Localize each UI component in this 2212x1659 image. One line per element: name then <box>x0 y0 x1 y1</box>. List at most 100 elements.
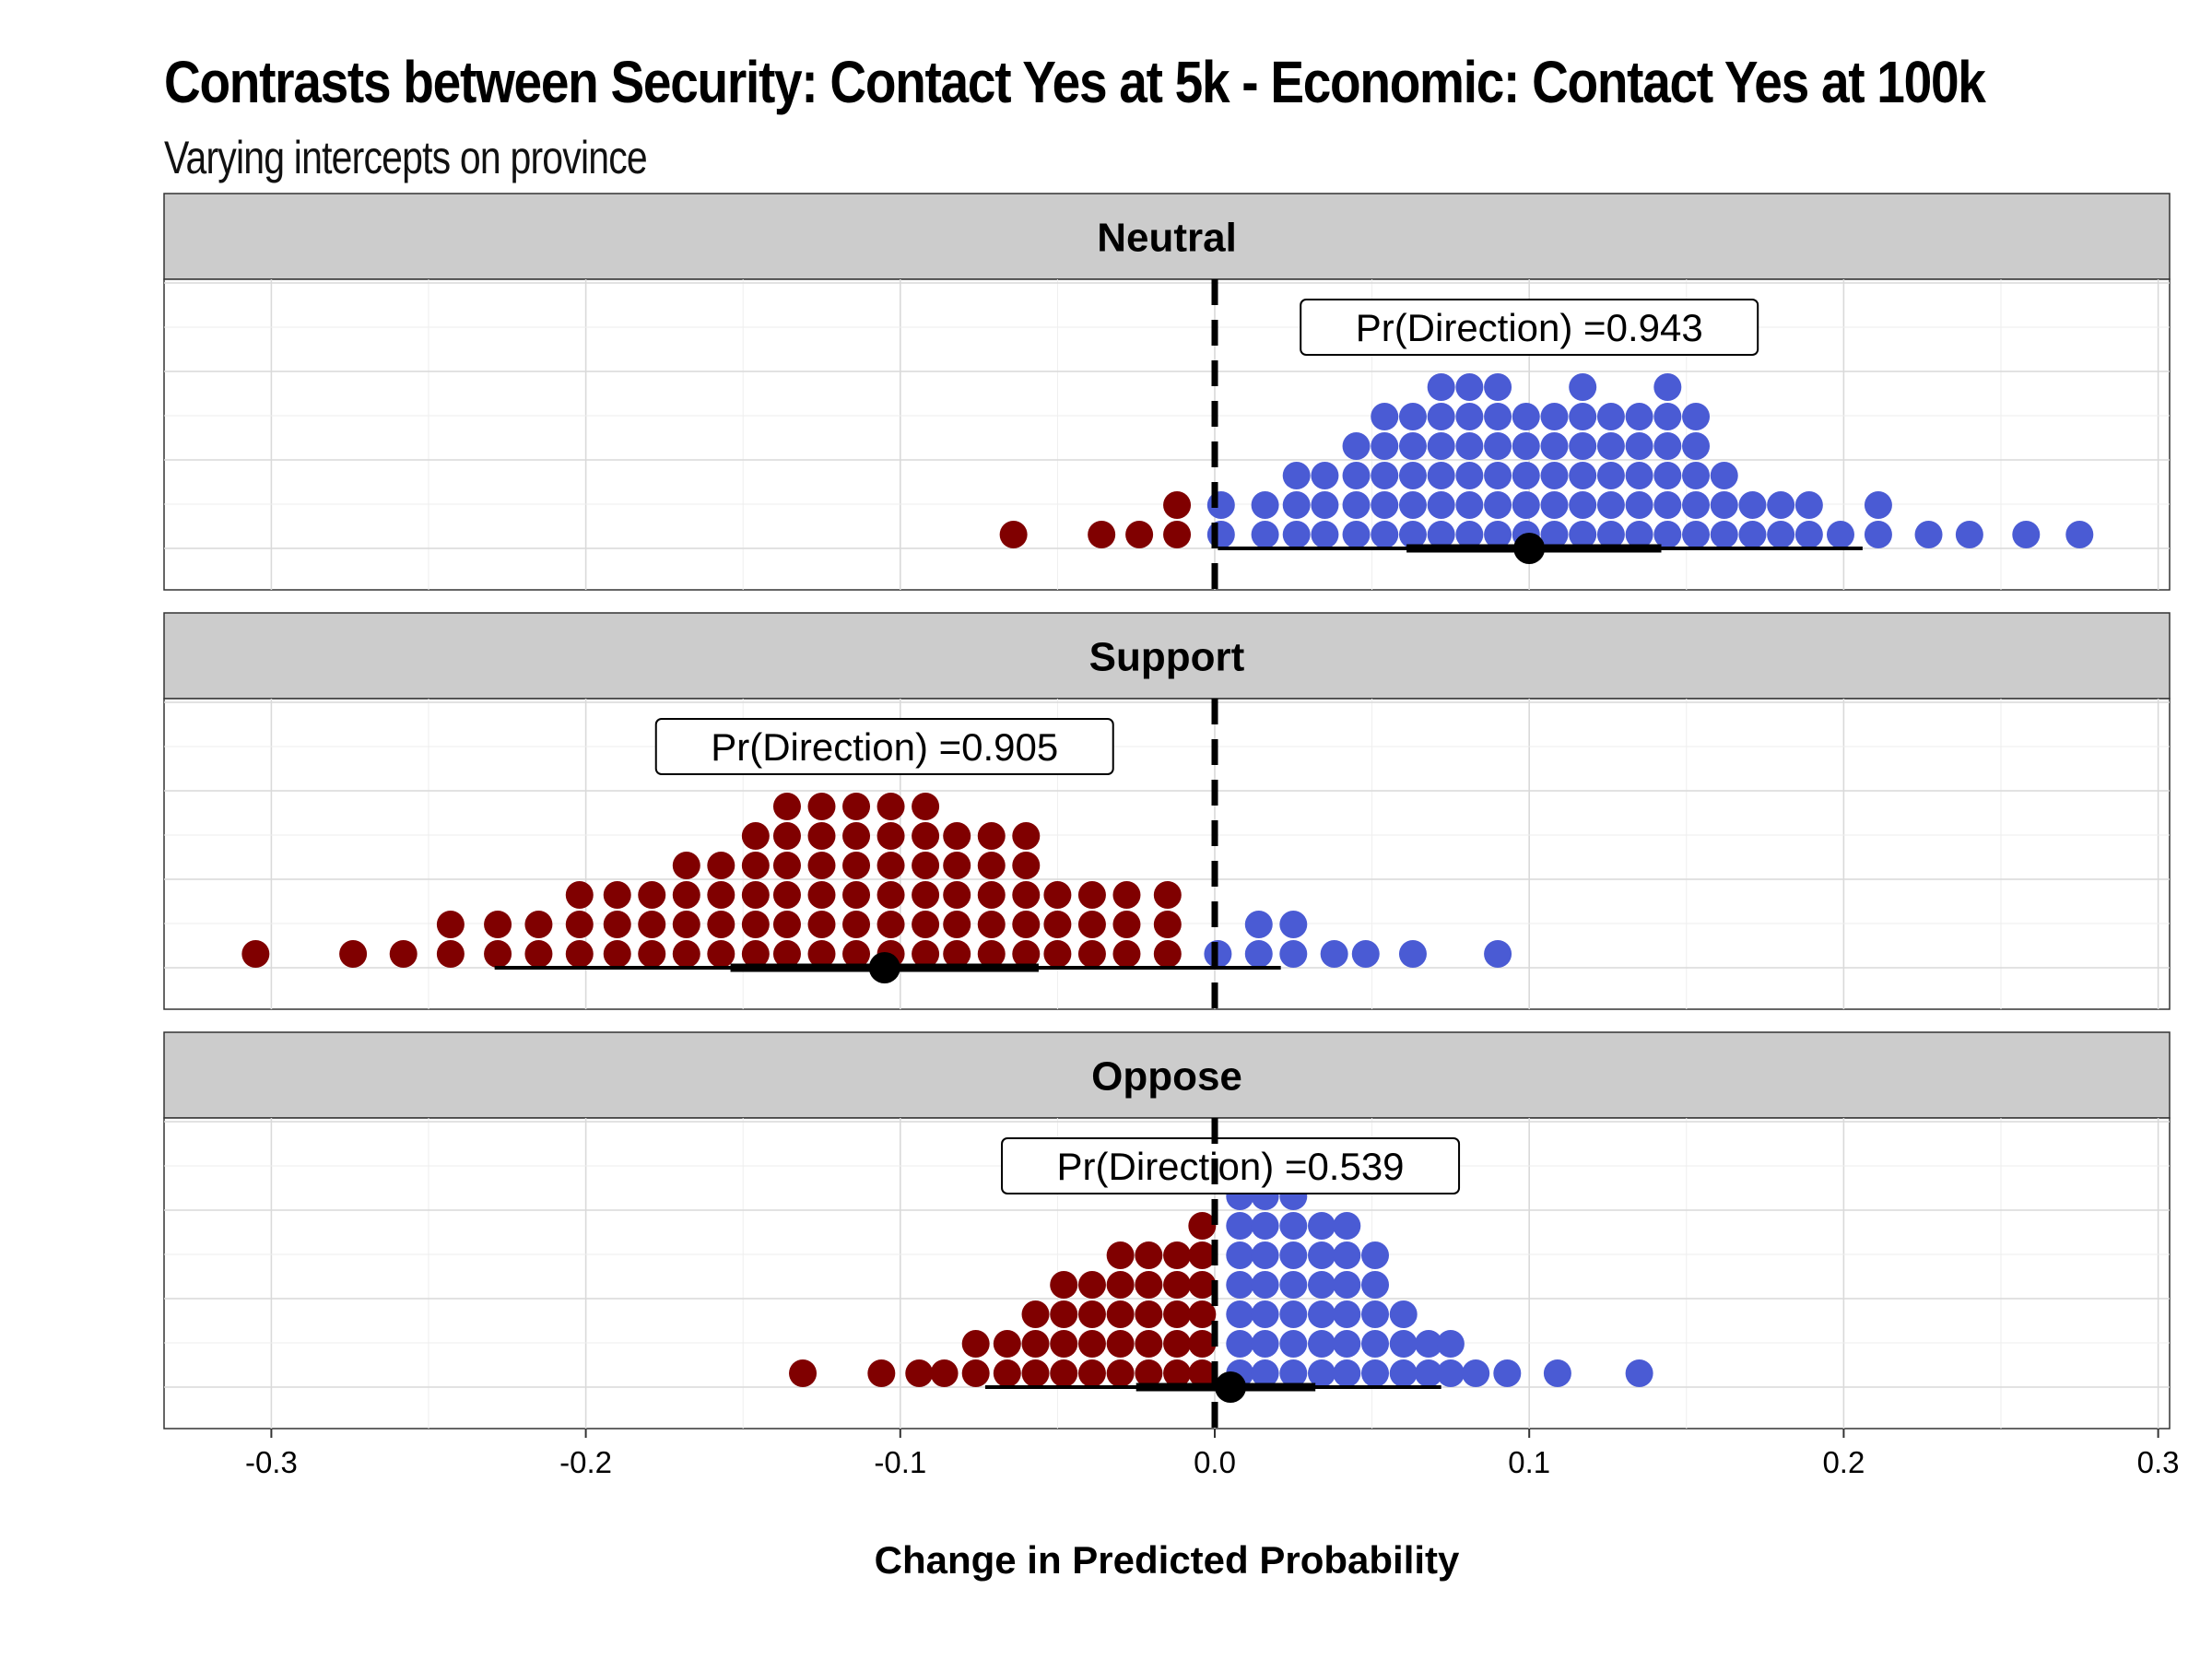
dot <box>1398 940 1427 968</box>
dot <box>1653 373 1682 401</box>
dot <box>1282 491 1311 519</box>
dot <box>1050 1300 1078 1328</box>
dot <box>1389 1330 1418 1358</box>
dot <box>1163 1271 1192 1299</box>
dot <box>1342 462 1371 489</box>
dot <box>1569 403 1597 430</box>
x-tick-label: -0.1 <box>874 1445 926 1479</box>
dot <box>1653 403 1682 430</box>
dot <box>1206 521 1235 548</box>
dot <box>993 1359 1021 1387</box>
dot <box>1371 462 1399 489</box>
dot <box>1596 432 1625 460</box>
chart-title: Contrasts between Security: Contact Yes … <box>164 49 1986 115</box>
dot <box>672 940 700 968</box>
dot <box>484 911 512 938</box>
dot <box>1244 940 1273 968</box>
dot <box>1279 1212 1308 1240</box>
dot <box>877 793 905 820</box>
dot <box>1436 1359 1465 1387</box>
dot <box>842 852 871 879</box>
dot <box>1398 432 1427 460</box>
dot <box>1653 521 1682 548</box>
dot <box>1251 1271 1279 1299</box>
dot <box>1279 1300 1308 1328</box>
dot <box>1226 1212 1254 1240</box>
point-estimate <box>868 952 900 983</box>
dot <box>1540 432 1569 460</box>
dot <box>1043 911 1072 938</box>
dot <box>1361 1300 1390 1328</box>
facet-neutral: Neutral Pr(Direction) =0.943 <box>163 193 2171 591</box>
dot <box>603 940 631 968</box>
dot <box>603 911 631 938</box>
dot <box>1738 521 1767 548</box>
dot <box>1361 1271 1390 1299</box>
dot <box>1021 1300 1050 1328</box>
dot <box>1427 521 1455 548</box>
dot <box>877 822 905 850</box>
dot <box>1682 491 1711 519</box>
dot <box>1251 1359 1279 1387</box>
dot <box>1455 521 1484 548</box>
dot <box>1484 462 1512 489</box>
dot <box>842 940 871 968</box>
dot <box>1279 940 1308 968</box>
dot <box>1398 403 1427 430</box>
dot <box>1021 1359 1050 1387</box>
dot <box>1436 1330 1465 1358</box>
dot <box>1135 1271 1163 1299</box>
dot <box>1710 462 1738 489</box>
dot <box>1226 1330 1254 1358</box>
dot <box>1398 462 1427 489</box>
dot <box>707 911 735 938</box>
dot <box>1106 1300 1135 1328</box>
dot <box>930 1359 959 1387</box>
dot <box>1361 1241 1390 1269</box>
dot <box>1682 462 1711 489</box>
dot <box>1043 940 1072 968</box>
facet-strip <box>163 612 2171 700</box>
x-tick-label: -0.2 <box>559 1445 612 1479</box>
dot <box>1188 1359 1217 1387</box>
dot <box>1540 521 1569 548</box>
dot <box>1427 403 1455 430</box>
dot <box>1540 462 1569 489</box>
dot <box>943 940 971 968</box>
dot <box>867 1359 896 1387</box>
dot <box>912 822 940 850</box>
dot <box>1398 521 1427 548</box>
dot <box>1371 521 1399 548</box>
dot <box>1308 1271 1336 1299</box>
dot <box>1077 911 1106 938</box>
dot <box>707 940 735 968</box>
dot <box>638 881 666 909</box>
dot <box>672 911 700 938</box>
dot <box>1153 911 1182 938</box>
dot <box>961 1330 990 1358</box>
annotation-box <box>1001 1137 1461 1194</box>
dot <box>1342 432 1371 460</box>
dot <box>1012 822 1041 850</box>
dot <box>524 911 553 938</box>
dot <box>943 822 971 850</box>
dot <box>1112 940 1141 968</box>
dot <box>1333 1241 1361 1269</box>
dot <box>961 1359 990 1387</box>
dot <box>842 911 871 938</box>
dot <box>1012 911 1041 938</box>
dot <box>807 911 836 938</box>
dot <box>1864 521 1892 548</box>
dot <box>741 852 770 879</box>
dot <box>1050 1359 1078 1387</box>
dot <box>877 852 905 879</box>
dot <box>1653 491 1682 519</box>
dot <box>1077 1271 1106 1299</box>
dot <box>1163 521 1192 548</box>
dot <box>565 940 594 968</box>
dot <box>565 911 594 938</box>
dot <box>912 793 940 820</box>
dot <box>1106 1359 1135 1387</box>
dot <box>1596 521 1625 548</box>
direction-annotation-text: Pr(Direction) =0.905 <box>711 725 1058 769</box>
